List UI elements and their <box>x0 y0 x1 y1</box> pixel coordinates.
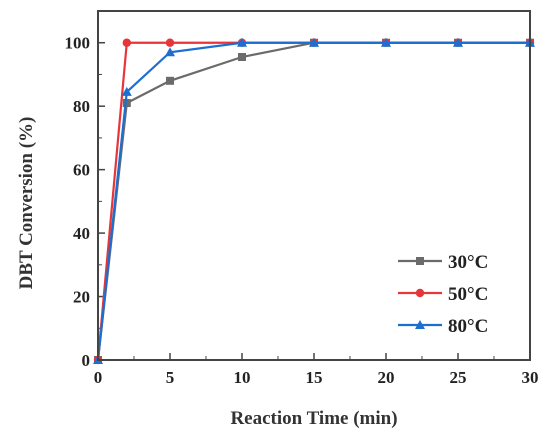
data-point <box>453 37 463 47</box>
x-axis-title: Reaction Time (min) <box>230 408 397 429</box>
x-tick-label: 10 <box>234 368 251 387</box>
data-point <box>165 38 175 47</box>
y-tick-label: 20 <box>73 288 90 307</box>
series-layer <box>93 37 535 365</box>
axis-ticks: 0 5 10 15 20 25 30 0 20 40 60 80 100 <box>65 34 539 387</box>
legend-item: 30°C <box>398 252 488 273</box>
y-tick-label: 60 <box>73 161 90 180</box>
legend-label: 30°C <box>448 252 488 273</box>
legend-marker <box>416 257 424 265</box>
x-tick-label: 0 <box>94 368 103 387</box>
data-point <box>166 76 174 85</box>
data-point <box>165 47 175 57</box>
y-tick-label: 40 <box>73 224 90 243</box>
data-point <box>238 53 246 62</box>
x-tick-label: 25 <box>450 368 467 387</box>
x-tick-label: 5 <box>166 368 175 387</box>
y-axis-title: DBT Conversion (%) <box>16 117 37 290</box>
legend-marker <box>415 288 425 298</box>
data-point <box>122 38 131 47</box>
x-tick-label: 15 <box>306 368 323 387</box>
x-tick-label: 20 <box>378 368 395 387</box>
data-point <box>121 86 132 96</box>
data-point <box>237 37 247 47</box>
series-80°C <box>93 37 535 364</box>
legend: 30°C 50°C 80°C <box>398 252 488 337</box>
legend-item: 50°C <box>398 284 488 305</box>
y-tick-label: 100 <box>65 34 91 53</box>
data-point <box>381 37 391 47</box>
legend-item: 80°C <box>398 316 488 337</box>
series-line <box>96 41 530 361</box>
data-point <box>309 37 319 47</box>
y-tick-label: 0 <box>82 351 91 370</box>
legend-marker <box>415 320 425 329</box>
legend-label: 50°C <box>448 284 488 305</box>
y-tick-label: 80 <box>73 97 90 116</box>
data-point <box>122 99 131 108</box>
series-line <box>96 41 530 361</box>
series-line <box>96 41 530 361</box>
plot-frame <box>97 10 531 361</box>
legend-label: 80°C <box>448 316 488 337</box>
x-tick-label: 30 <box>522 368 539 387</box>
